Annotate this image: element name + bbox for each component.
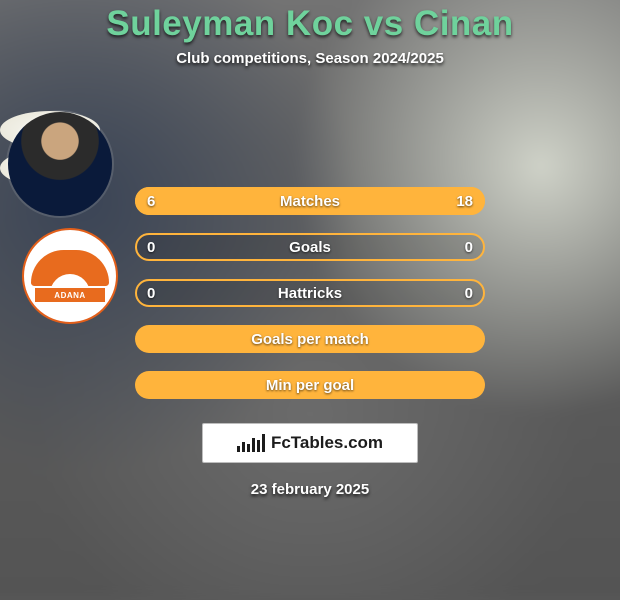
brand-bar-segment xyxy=(247,444,250,452)
stat-label: Goals per match xyxy=(135,325,485,353)
brand-box: FcTables.com xyxy=(202,423,418,463)
club-badge-sun-icon xyxy=(50,274,90,286)
club-badge-left: ADANA xyxy=(22,228,118,324)
subtitle: Club competitions, Season 2024/2025 xyxy=(0,50,620,67)
stat-row: Min per goal xyxy=(135,371,485,399)
club-badge-label: ADANA xyxy=(35,288,105,302)
brand-bar-segment xyxy=(262,434,265,452)
player-avatar-left xyxy=(8,112,112,216)
stat-label: Goals xyxy=(135,233,485,261)
stat-row: 618Matches xyxy=(135,187,485,215)
page-title: Suleyman Koc vs Cinan xyxy=(0,4,620,44)
brand-text: FcTables.com xyxy=(271,433,383,453)
stat-label: Matches xyxy=(135,187,485,215)
brand-bar-segment xyxy=(252,438,255,452)
brand-bar-segment xyxy=(237,446,240,452)
stat-row: 00Goals xyxy=(135,233,485,261)
brand-bar-segment xyxy=(242,442,245,452)
date-label: 23 february 2025 xyxy=(0,481,620,498)
brand-bars-icon xyxy=(237,434,265,452)
stat-label: Min per goal xyxy=(135,371,485,399)
club-badge-graphic xyxy=(31,250,109,286)
stat-row: Goals per match xyxy=(135,325,485,353)
stat-row: 00Hattricks xyxy=(135,279,485,307)
comparison-card: Suleyman Koc vs Cinan Club competitions,… xyxy=(0,0,620,498)
stat-label: Hattricks xyxy=(135,279,485,307)
brand-bar-segment xyxy=(257,440,260,452)
